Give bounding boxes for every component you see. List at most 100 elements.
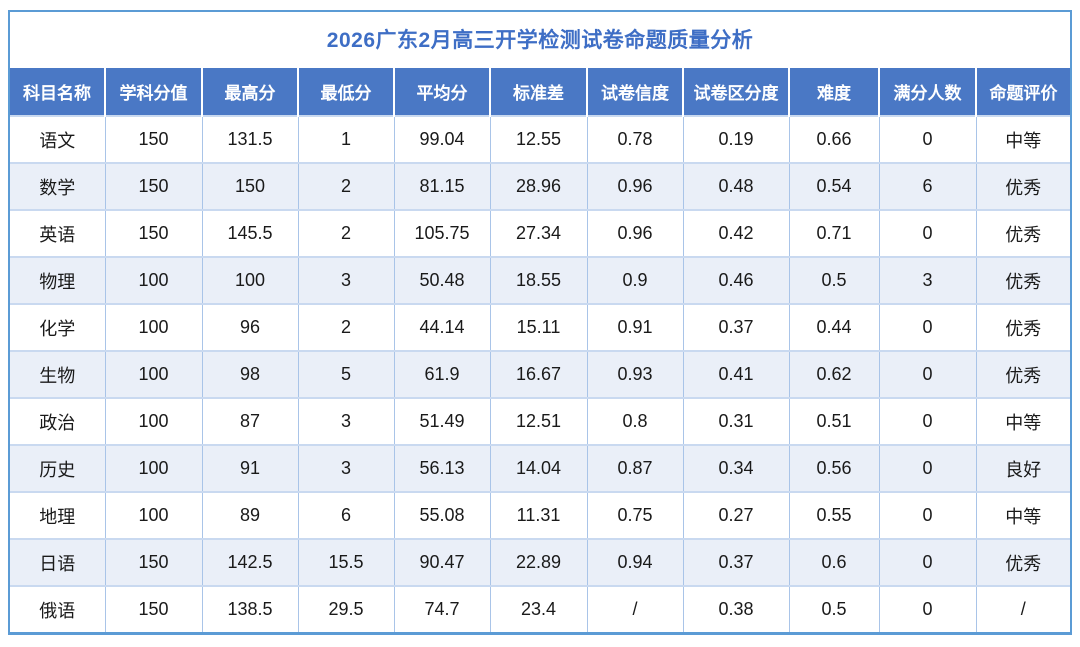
table-cell: 中等 xyxy=(975,115,1070,163)
table-cell: 0.48 xyxy=(682,162,789,210)
subject-name-cell: 俄语 xyxy=(10,585,105,632)
table-cell: 50.48 xyxy=(393,256,490,304)
table-cell: 0.5 xyxy=(788,585,879,632)
page-title: 2026广东2月高三开学检测试卷命题质量分析 xyxy=(326,29,754,52)
table-cell: 0.31 xyxy=(682,397,789,445)
table-cell: 0 xyxy=(878,303,976,351)
table-cell: 87 xyxy=(201,397,298,445)
table-row: 俄语 150 138.5 29.5 74.7 23.4/0.38 0.5 0/ xyxy=(10,585,1070,632)
subject-name-cell: 日语 xyxy=(10,538,105,586)
table-cell: 0.5 xyxy=(788,256,879,304)
subject-name-cell: 地理 xyxy=(10,491,105,539)
table-cell: 81.15 xyxy=(393,162,490,210)
table-cell: / xyxy=(975,585,1070,632)
table-cell: 0.56 xyxy=(788,444,879,492)
subject-name-cell: 政治 xyxy=(10,397,105,445)
table-cell: 0.75 xyxy=(586,491,683,539)
table-row: 化学 100 96 2 44.14 15.11 0.91 0.37 0.44 0 优秀 xyxy=(10,303,1070,351)
table-cell: 优秀 xyxy=(975,303,1070,351)
table-row: 政治 100 87 3 51.49 12.51 0.8 0.31 0.51 0 中等 xyxy=(10,397,1070,445)
table-cell: 89 xyxy=(201,491,298,539)
table-cell: 中等 xyxy=(975,491,1070,539)
subject-name-cell: 语文 xyxy=(10,115,105,163)
table-row: 物理 100 100 3 50.48 18.55 0.9 0.46 0.5 3 优秀 xyxy=(10,256,1070,304)
table-row: 地理 100 89 6 55.08 11.31 0.75 0.27 0.55 0 中等 xyxy=(10,491,1070,539)
table-cell: 15.5 xyxy=(297,538,394,586)
table-cell: 150 xyxy=(104,162,202,210)
table-cell: 优秀 xyxy=(975,209,1070,257)
table-cell: 0.34 xyxy=(682,444,789,492)
table-row: 生物 100 98 5 61.9 16.67 0.93 0.41 0.62 0 优秀 xyxy=(10,350,1070,398)
table-cell: 0.6 xyxy=(788,538,879,586)
table-cell: 105.75 xyxy=(393,209,490,257)
table-cell: 2 xyxy=(297,209,394,257)
table-cell: 0.94 xyxy=(586,538,683,586)
table-cell: 150 xyxy=(104,209,202,257)
table-cell: 0 xyxy=(878,491,976,539)
table-cell: 0.66 xyxy=(788,115,879,163)
table-cell: 74.7 xyxy=(393,585,490,632)
table-cell: 22.89 xyxy=(489,538,587,586)
column-header: 标准差 xyxy=(489,68,587,116)
table-cell: 150 xyxy=(104,538,202,586)
table-cell: 0.55 xyxy=(788,491,879,539)
table-cell: 15.11 xyxy=(489,303,587,351)
table-cell: 18.55 xyxy=(489,256,587,304)
table-cell: 100 xyxy=(104,256,202,304)
table-cell: 1 xyxy=(297,115,394,163)
table-cell: 0.71 xyxy=(788,209,879,257)
table-cell: 0 xyxy=(878,115,976,163)
table-cell: 150 xyxy=(104,115,202,163)
table-cell: 44.14 xyxy=(393,303,490,351)
table-cell: 100 xyxy=(104,397,202,445)
table-cell: 29.5 xyxy=(297,585,394,632)
table-row: 数学 150 150 2 81.15 28.96 0.96 0.48 0.54 6 优秀 xyxy=(10,162,1070,210)
subject-name-cell: 数学 xyxy=(10,162,105,210)
table-cell: 96 xyxy=(201,303,298,351)
table-cell: 6 xyxy=(297,491,394,539)
table-cell: 91 xyxy=(201,444,298,492)
table-cell: 0.37 xyxy=(682,303,789,351)
table-cell: 0.78 xyxy=(586,115,683,163)
table-cell: 100 xyxy=(104,303,202,351)
table-row: 英语 150 145.5 2 105.75 27.34 0.96 0.42 0.71 0 优秀 xyxy=(10,209,1070,257)
table-cell: 12.55 xyxy=(489,115,587,163)
table-cell: 0.93 xyxy=(586,350,683,398)
table-cell: 优秀 xyxy=(975,162,1070,210)
table-cell: 0.51 xyxy=(788,397,879,445)
table-cell: 0.44 xyxy=(788,303,879,351)
header-row: 科目名称 学科分值 最高分 最低分 平均分 标准差 试卷信度 试卷区分度 难度 满分人数 命题评价 xyxy=(10,68,1070,116)
table-cell: 优秀 xyxy=(975,538,1070,586)
table-cell: 150 xyxy=(201,162,298,210)
table-cell: 0.41 xyxy=(682,350,789,398)
quality-analysis-table: 科目名称 学科分值 最高分 最低分 平均分 标准差 试卷信度 试卷区分度 难度 满分人数 命题评价 … xyxy=(10,68,1070,632)
table-cell: 61.9 xyxy=(393,350,490,398)
table-cell: 56.13 xyxy=(393,444,490,492)
table-cell: 0.8 xyxy=(586,397,683,445)
column-header: 试卷信度 xyxy=(586,68,683,116)
table-cell: 6 xyxy=(878,162,976,210)
table-cell: 0 xyxy=(878,397,976,445)
table-cell: 0.9 xyxy=(586,256,683,304)
table-cell: 0.37 xyxy=(682,538,789,586)
table-cell: 3 xyxy=(297,444,394,492)
table-cell: 100 xyxy=(104,444,202,492)
table-cell: 2 xyxy=(297,162,394,210)
table-row: 语文 150 131.5 1 99.04 12.55 0.78 0.19 0.66 0 中等 xyxy=(10,115,1070,163)
column-header: 难度 xyxy=(788,68,879,116)
table-body: 语文 150 131.5 1 99.04 12.55 0.78 0.19 0.66 0 中等 数学 15… xyxy=(10,115,1070,632)
column-header: 满分人数 xyxy=(878,68,976,116)
table-cell: 16.67 xyxy=(489,350,587,398)
column-header: 最低分 xyxy=(297,68,394,116)
table-cell: 27.34 xyxy=(489,209,587,257)
table-cell: 131.5 xyxy=(201,115,298,163)
table-cell: 100 xyxy=(201,256,298,304)
table-cell: 0.42 xyxy=(682,209,789,257)
table-cell: 0 xyxy=(878,444,976,492)
subject-name-cell: 物理 xyxy=(10,256,105,304)
table-cell: 100 xyxy=(104,491,202,539)
table-cell: 0.54 xyxy=(788,162,879,210)
table-cell: 11.31 xyxy=(489,491,587,539)
table-cell: 0.46 xyxy=(682,256,789,304)
column-header: 试卷区分度 xyxy=(682,68,789,116)
